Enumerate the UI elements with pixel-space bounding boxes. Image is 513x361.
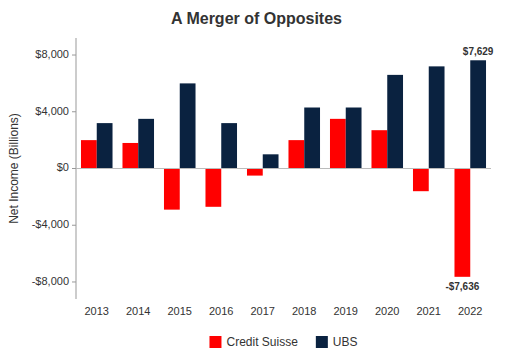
legend-swatch [209,336,221,348]
y-tick [72,111,76,112]
y-tick [72,55,76,56]
bar [454,169,470,277]
y-tick [72,281,76,282]
bar [429,66,445,168]
bar [346,108,362,169]
bar [288,140,304,168]
legend-label: UBS [333,335,358,349]
bar [263,154,279,168]
legend-label: Credit Suisse [226,335,298,349]
legend-swatch [316,336,328,348]
bar [97,123,113,168]
bar [387,75,403,169]
y-tick-label: $4,000 [35,105,69,117]
zero-line [76,168,491,169]
x-tick-label: 2013 [85,305,109,317]
bar [205,169,221,207]
bar [330,119,346,169]
bar [413,169,429,192]
x-tick-label: 2017 [251,305,275,317]
x-tick-label: 2014 [126,305,150,317]
bar [221,123,237,168]
bar [247,169,263,176]
x-tick-label: 2020 [375,305,399,317]
y-tick-label: -$8,000 [32,275,69,287]
bar [371,130,387,168]
chart: A Merger of Opposites Net Income (Billion… [0,0,513,361]
x-tick-label: 2015 [168,305,192,317]
y-tick-label: -$4,000 [32,218,69,230]
bar [81,140,97,168]
y-tick [72,168,76,169]
x-tick-label: 2019 [334,305,358,317]
legend: Credit Suisse UBS [209,335,357,349]
bar [180,83,196,168]
bar [470,60,486,168]
bar [304,108,320,169]
x-tick-label: 2016 [209,305,233,317]
bar [164,169,180,210]
y-tick-label: $8,000 [35,48,69,60]
annotation: $7,629 [463,46,494,57]
y-axis-label: Net Income (Billions) [7,113,21,224]
x-tick-label: 2021 [417,305,441,317]
x-tick-label: 2018 [292,305,316,317]
y-tick-label: $0 [57,161,69,173]
x-tick-label: 2022 [458,305,482,317]
bar [122,143,138,169]
y-tick [72,225,76,226]
title: A Merger of Opposites [171,10,342,27]
bar [138,119,154,169]
annotation: -$7,636 [445,281,479,292]
